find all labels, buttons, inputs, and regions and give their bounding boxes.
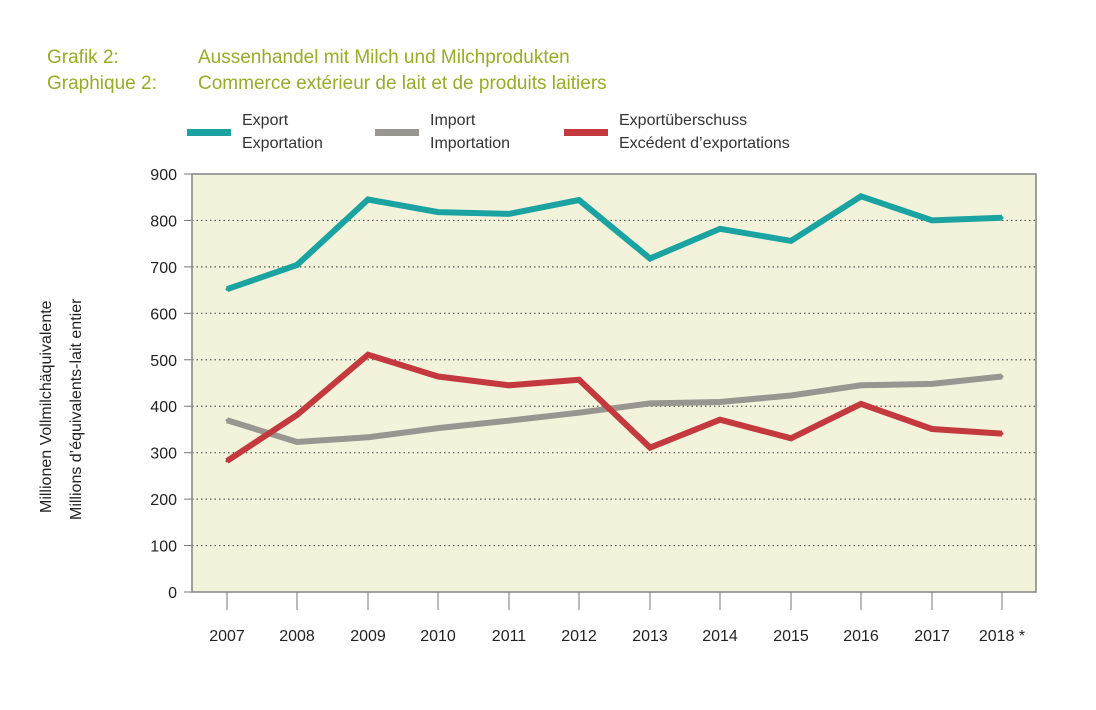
data-point-export: [295, 263, 299, 267]
series-line-surplus: [225, 351, 1003, 464]
data-point-import: [577, 411, 581, 415]
y-tick-label: 300: [150, 446, 177, 463]
x-tick-label: 2008: [279, 628, 315, 645]
data-point-export: [225, 287, 229, 291]
data-point-export: [718, 227, 722, 231]
series-line-export: [226, 192, 1003, 293]
data-point-surplus: [225, 459, 229, 463]
data-point-export: [648, 257, 652, 260]
y-tick-label: 700: [150, 260, 177, 277]
data-point-surplus: [366, 353, 370, 357]
data-point-surplus: [436, 375, 440, 378]
data-point-import: [1000, 375, 1004, 378]
x-tick-label: 2013: [632, 628, 668, 645]
data-point-import: [789, 394, 793, 397]
x-tick-label: 2010: [420, 628, 456, 645]
plot-border: [191, 173, 1037, 593]
data-point-surplus: [648, 446, 652, 450]
data-point-export: [366, 198, 370, 201]
data-point-export: [789, 239, 793, 243]
data-point-import: [225, 418, 229, 422]
legend-label-import: Import Importation: [430, 109, 510, 155]
x-tick-label: 2009: [350, 628, 386, 645]
data-point-surplus: [789, 436, 793, 440]
series-line-import: [226, 373, 1003, 446]
data-point-import: [507, 419, 511, 423]
data-point-export: [577, 198, 581, 202]
data-point-import: [436, 426, 440, 430]
legend-label-export: Export Exportation: [242, 109, 323, 155]
legend-label-import-fr: Importation: [430, 135, 511, 152]
data-point-surplus: [507, 383, 511, 387]
x-tick-label: 2015: [773, 628, 809, 645]
y-tick-label: 400: [150, 399, 177, 416]
legend-label-surplus-fr: Excédent d’exportations: [619, 135, 790, 152]
data-point-surplus: [859, 402, 863, 406]
y-tick-label: 500: [150, 353, 177, 370]
x-tick-label: 2016: [843, 628, 879, 645]
legend-label-surplus: Exportüberschuss Excédent d’exportations: [619, 109, 790, 155]
data-point-import: [718, 400, 722, 404]
x-tick-label: 2018 *: [979, 628, 1025, 645]
data-point-import: [366, 435, 370, 439]
data-point-import: [648, 401, 652, 405]
x-tick-label: 2017: [914, 628, 950, 645]
y-tick-label: 200: [150, 492, 177, 509]
data-point-export: [436, 210, 440, 214]
data-point-export: [930, 218, 934, 222]
data-point-export: [507, 212, 511, 216]
data-point-surplus: [1000, 432, 1004, 436]
legend-label-export-fr: Exportation: [242, 135, 323, 152]
data-point-surplus: [577, 378, 581, 382]
data-point-surplus: [718, 418, 722, 422]
data-point-surplus: [295, 413, 299, 417]
data-point-export: [1000, 216, 1004, 220]
title-text-de: Aussenhandel mit Milch und Milchprodukte…: [198, 47, 570, 68]
legend-label-surplus-de: Exportüberschuss: [619, 112, 748, 129]
x-tick-label: 2012: [561, 628, 597, 645]
y-tick-label: 900: [150, 167, 177, 184]
y-tick-label: 600: [150, 306, 177, 323]
legend-label-import-de: Import: [430, 112, 476, 129]
y-tick-label: 100: [150, 539, 177, 556]
x-tick-label: 2007: [209, 628, 245, 645]
legend-swatch-surplus: [564, 129, 608, 136]
y-tick-label: 800: [150, 213, 177, 230]
data-point-import: [930, 382, 934, 386]
legend-label-export-de: Export: [242, 112, 289, 129]
title-label-de: Grafik 2:: [47, 47, 119, 68]
data-point-import: [295, 440, 299, 444]
data-point-export: [859, 194, 863, 198]
title-text-fr: Commerce extérieur de lait et de produit…: [198, 73, 607, 94]
x-tick-label: 2014: [702, 628, 738, 645]
legend-swatch-import: [375, 129, 419, 136]
title-label-fr: Graphique 2:: [47, 73, 157, 94]
y-tick-label: 0: [168, 585, 177, 602]
x-tick-label: 2011: [492, 628, 527, 645]
data-point-surplus: [930, 427, 934, 431]
data-point-import: [859, 383, 863, 387]
legend-swatch-export: [187, 129, 231, 136]
